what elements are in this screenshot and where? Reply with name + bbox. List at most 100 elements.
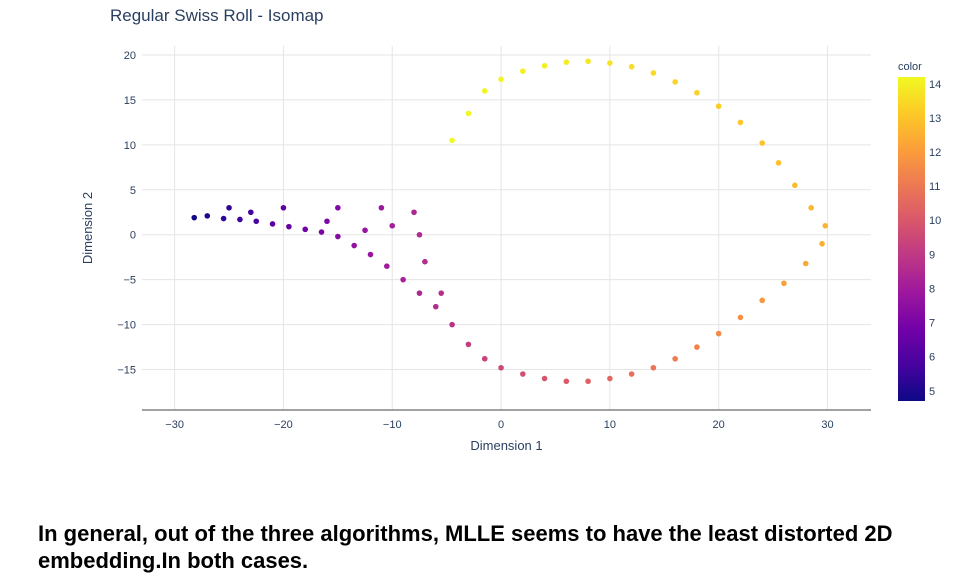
data-point[interactable]	[607, 60, 613, 66]
data-point[interactable]	[465, 341, 472, 348]
data-point[interactable]	[432, 303, 439, 310]
data-point[interactable]	[438, 290, 445, 296]
data-point[interactable]	[416, 231, 423, 238]
data-point[interactable]	[775, 160, 782, 166]
data-point[interactable]	[563, 378, 570, 385]
data-point[interactable]	[389, 222, 396, 229]
axis-ticks: −30 −20 −10 0 10 20 30 −15 −10 −5 0 5 10 15 20	[117, 50, 833, 431]
data-point[interactable]	[422, 258, 428, 265]
data-point[interactable]	[318, 229, 325, 235]
caption-text: In general, out of the three algorithms,…	[38, 521, 893, 573]
data-point[interactable]	[628, 371, 635, 377]
colorbar-tick-label: 13	[929, 113, 941, 125]
data-point[interactable]	[411, 209, 417, 216]
data-point[interactable]	[781, 280, 787, 287]
data-point[interactable]	[237, 216, 243, 223]
y-tick-label: 0	[130, 230, 136, 242]
x-axis-title: Dimension 1	[470, 438, 542, 453]
data-point[interactable]	[628, 63, 635, 70]
colorbar-tick-label: 14	[929, 79, 941, 91]
data-point[interactable]	[759, 140, 765, 146]
data-point[interactable]	[449, 321, 455, 328]
data-point[interactable]	[280, 204, 287, 211]
data-point[interactable]	[737, 314, 744, 321]
x-tick-label: −20	[274, 419, 293, 431]
y-tick-label: 20	[124, 50, 136, 62]
data-point[interactable]	[351, 242, 357, 249]
data-point[interactable]	[541, 62, 548, 69]
data-point[interactable]	[481, 355, 488, 362]
data-point[interactable]	[802, 260, 809, 267]
x-tick-label: 20	[713, 419, 725, 431]
data-point[interactable]	[302, 226, 309, 233]
data-point[interactable]	[481, 88, 488, 94]
data-point[interactable]	[324, 218, 330, 225]
chart-title: Regular Swiss Roll - Isomap	[110, 6, 324, 25]
y-tick-label: −5	[123, 275, 136, 287]
y-tick-label: −10	[117, 320, 136, 332]
data-point[interactable]	[191, 214, 198, 221]
data-point[interactable]	[819, 240, 825, 247]
colorbar-tick-label: 6	[929, 352, 935, 364]
data-point[interactable]	[563, 59, 570, 65]
data-point[interactable]	[520, 371, 526, 377]
colorbar-tick-label: 7	[929, 318, 935, 330]
data-point[interactable]	[335, 233, 341, 240]
x-tick-label: 0	[498, 419, 504, 431]
data-point[interactable]	[672, 355, 678, 362]
data-point[interactable]	[498, 76, 504, 83]
data-point[interactable]	[367, 251, 374, 258]
y-tick-label: −15	[117, 365, 136, 377]
colorbar-title: color	[898, 61, 922, 73]
data-point[interactable]	[384, 263, 390, 269]
colorbar-tick-label: 10	[929, 215, 941, 227]
data-point[interactable]	[694, 89, 700, 96]
colorbar-tick-label: 12	[929, 147, 941, 159]
y-axis-title: Dimension 2	[80, 192, 95, 264]
x-tick-label: −30	[165, 419, 184, 431]
data-point[interactable]	[759, 297, 765, 304]
scatter-points[interactable]	[191, 58, 829, 385]
data-point[interactable]	[541, 375, 548, 382]
data-point[interactable]	[792, 182, 798, 189]
colorbar-tick-label: 5	[929, 386, 935, 398]
data-point[interactable]	[822, 222, 829, 229]
y-tick-label: 10	[124, 140, 136, 152]
data-point[interactable]	[449, 137, 455, 144]
data-point[interactable]	[737, 119, 744, 126]
y-tick-label: 15	[124, 95, 136, 107]
data-point[interactable]	[498, 364, 504, 371]
data-point[interactable]	[416, 290, 423, 296]
data-point[interactable]	[226, 204, 232, 211]
data-point[interactable]	[715, 330, 722, 337]
x-tick-label: 10	[604, 419, 616, 431]
data-point[interactable]	[335, 204, 341, 211]
data-point[interactable]	[465, 110, 472, 117]
data-point[interactable]	[650, 70, 657, 76]
data-point[interactable]	[694, 344, 700, 350]
data-point[interactable]	[378, 204, 385, 211]
data-point[interactable]	[204, 213, 211, 219]
data-point[interactable]	[585, 378, 591, 385]
data-point[interactable]	[808, 204, 814, 211]
data-point[interactable]	[220, 215, 227, 222]
data-point[interactable]	[585, 58, 591, 65]
grid-lines	[142, 46, 871, 411]
data-point[interactable]	[607, 375, 613, 382]
colorbar	[898, 77, 925, 401]
data-point[interactable]	[520, 68, 526, 74]
data-point[interactable]	[248, 209, 254, 216]
scatter-plot: −30 −20 −10 0 10 20 30 −15 −10 −5 0 5 10 15 20 Dimensi…	[80, 46, 941, 453]
data-point[interactable]	[400, 276, 406, 283]
data-point[interactable]	[715, 103, 722, 110]
colorbar-tick-label: 8	[929, 283, 935, 295]
data-point[interactable]	[362, 227, 368, 234]
x-tick-label: −10	[383, 419, 402, 431]
data-point[interactable]	[253, 218, 260, 225]
data-point[interactable]	[650, 364, 657, 371]
data-point[interactable]	[672, 79, 678, 85]
data-point[interactable]	[286, 223, 292, 230]
x-tick-label: 30	[821, 419, 833, 431]
data-point[interactable]	[269, 221, 276, 227]
y-tick-label: 5	[130, 185, 136, 197]
